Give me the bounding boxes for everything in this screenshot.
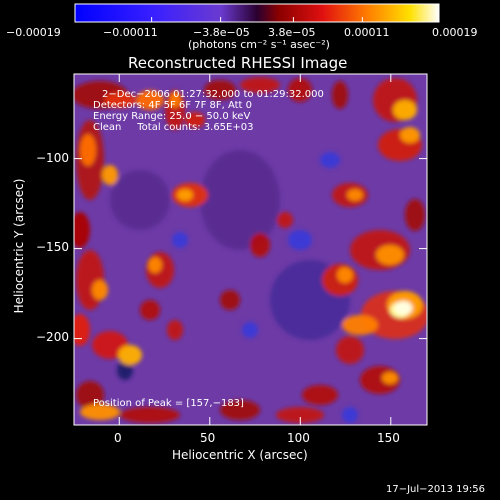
emission-blob <box>382 372 398 384</box>
colorbar-tick-label-4: 0.00011 <box>344 26 390 39</box>
emission-blob <box>92 280 108 300</box>
emission-blob <box>185 112 205 128</box>
colorbar-gradient <box>74 3 440 23</box>
emission-blob <box>110 170 170 230</box>
emission-blob <box>288 78 312 102</box>
annotation-peak-position: Position of Peak = [157,−183] <box>93 398 244 409</box>
emission-blob <box>200 150 280 250</box>
emission-blob <box>120 407 180 423</box>
colorbar-tick-label-3: 3.8e−05 <box>268 26 316 39</box>
emission-blob <box>277 212 293 228</box>
emission-blob <box>337 267 353 283</box>
heatmap-blobs <box>74 77 427 423</box>
axis-ticks <box>74 74 427 425</box>
emission-blob <box>118 345 142 365</box>
emission-blob <box>177 189 193 201</box>
emission-blob <box>169 92 181 108</box>
emission-blob <box>288 230 312 250</box>
emission-blob <box>148 257 162 273</box>
emission-blob <box>167 320 183 340</box>
peak-spot <box>394 301 413 315</box>
emission-blob <box>172 232 188 248</box>
annotation-time-range: 2−Dec−2006 01:27:32.000 to 01:29:32.000 <box>102 89 324 100</box>
x-axis-label: Heliocentric X (arcsec) <box>172 448 308 462</box>
emission-blob <box>220 290 240 310</box>
emission-blob <box>320 152 340 168</box>
emission-blob <box>74 212 90 248</box>
colorbar-unit-label: (photons cm⁻² s⁻¹ asec⁻²) <box>188 38 330 51</box>
emission-blob <box>336 336 364 364</box>
colorbar-tick-label-0: −0.00019 <box>6 26 61 39</box>
annotation-energy-range: Energy Range: 25.0 − 50.0 keV <box>93 111 251 122</box>
y-tick-label-0: −100 <box>36 151 69 165</box>
emission-blob <box>302 385 338 405</box>
colorbar-ticks <box>74 17 440 22</box>
emission-blob <box>376 245 404 265</box>
emission-blob <box>80 134 96 166</box>
x-tick-label-3: 150 <box>377 431 400 445</box>
annotation-detectors: Detectors: 4F 5F 6F 7F 8F, Att 0 <box>93 100 253 111</box>
emission-blob <box>332 81 348 109</box>
emission-blob <box>242 322 258 338</box>
emission-blob <box>136 90 164 110</box>
y-tick-label-2: −200 <box>36 330 69 344</box>
emission-blob <box>250 233 270 257</box>
emission-blob <box>117 360 133 380</box>
emission-blob <box>104 92 136 108</box>
emission-blob <box>240 77 280 93</box>
emission-blob <box>220 400 260 420</box>
emission-blob <box>393 100 417 120</box>
x-tick-label-2: 100 <box>287 431 310 445</box>
emission-blob <box>76 250 104 310</box>
emission-blob <box>102 165 118 185</box>
x-tick-label-1: 50 <box>200 431 216 445</box>
emission-blob <box>76 381 104 409</box>
chart-title: Reconstructed RHESSI Image <box>128 54 348 72</box>
emission-blob <box>80 404 120 420</box>
colorbar <box>74 3 440 23</box>
emission-blob <box>140 300 160 320</box>
y-axis-label: Heliocentric Y (arcsec) <box>12 178 26 314</box>
emission-blob <box>405 199 425 231</box>
emission-blob <box>400 127 420 143</box>
plot-frame <box>73 73 428 426</box>
colorbar-tick-label-5: 0.00019 <box>432 26 478 39</box>
x-tick-label-0: 0 <box>114 431 122 445</box>
colorbar-tick-label-1: −0.00011 <box>103 26 158 39</box>
emission-blob <box>347 189 363 201</box>
emission-blob <box>276 407 324 423</box>
timestamp: 17−Jul−2013 19:56 <box>386 484 485 495</box>
colorbar-tick-label-2: −3.8e−05 <box>193 26 250 39</box>
annotation-method-counts: Clean Total counts: 3.65E+03 <box>93 122 254 133</box>
y-tick-label-1: −150 <box>36 240 69 254</box>
emission-blob <box>342 407 358 423</box>
emission-blob <box>204 80 236 100</box>
emission-blob <box>342 315 378 335</box>
emission-blob <box>74 314 90 346</box>
